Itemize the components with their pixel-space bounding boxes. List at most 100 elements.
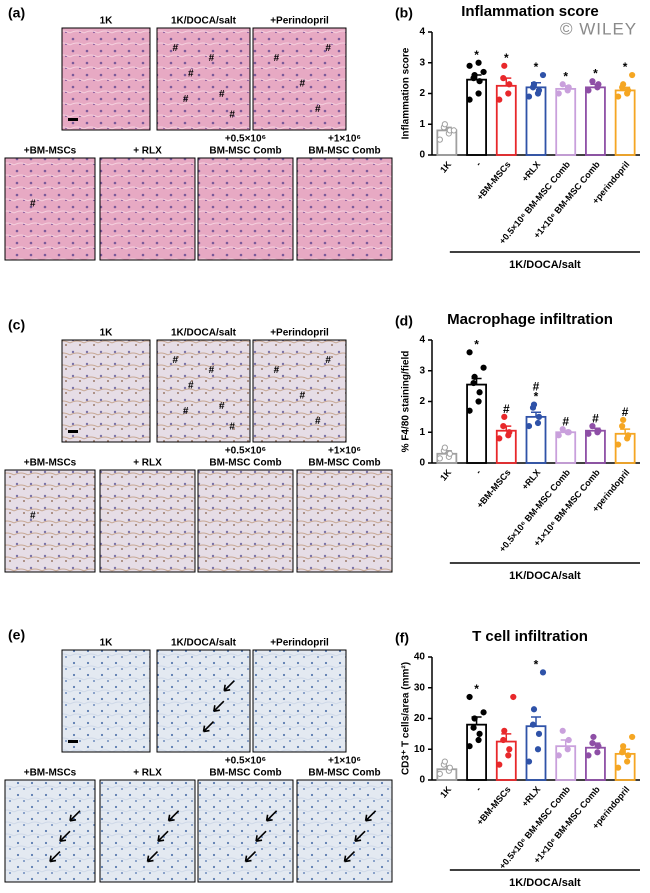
data-point xyxy=(525,423,533,430)
data-point xyxy=(594,749,601,756)
arrow xyxy=(255,830,267,842)
hash-marker: # xyxy=(209,365,215,376)
hash-marker: # xyxy=(229,421,235,432)
data-point xyxy=(496,96,503,103)
significance-marker: # xyxy=(592,411,599,425)
micrograph xyxy=(61,27,151,131)
data-point xyxy=(466,96,473,103)
image-caption: +0.5×10⁶ xyxy=(225,446,266,457)
data-point xyxy=(506,746,513,753)
data-point xyxy=(471,373,478,380)
data-point xyxy=(525,758,533,765)
micrograph xyxy=(252,339,347,443)
image-caption: BM-MSC Comb xyxy=(209,458,281,469)
image-caption: BM-MSC Comb xyxy=(308,146,380,157)
micrograph xyxy=(296,469,393,573)
image-caption: BM-MSC Comb xyxy=(308,768,380,779)
micrograph xyxy=(99,157,196,261)
data-point xyxy=(501,727,508,734)
y-tick-label: 0 xyxy=(419,458,425,469)
data-point xyxy=(441,121,448,128)
data-point xyxy=(619,749,626,756)
hash-marker: # xyxy=(188,381,194,392)
data-point xyxy=(450,127,457,134)
image-caption: 1K xyxy=(100,16,114,27)
data-point xyxy=(466,693,473,701)
data-point xyxy=(530,81,538,88)
image-caption: +Perindopril xyxy=(270,328,329,339)
y-tick-label: 4 xyxy=(419,27,425,38)
y-tick-label: 1 xyxy=(419,427,425,438)
significance-marker: # xyxy=(533,380,540,394)
micrograph xyxy=(61,649,151,753)
hash-marker: # xyxy=(219,89,225,100)
data-point xyxy=(496,761,503,768)
data-point xyxy=(625,432,632,439)
micrograph xyxy=(99,469,196,573)
data-point xyxy=(555,90,562,97)
data-point xyxy=(589,423,596,430)
data-point xyxy=(595,743,602,750)
data-point xyxy=(619,423,626,430)
arrow xyxy=(354,830,366,842)
x-tick-label: - xyxy=(473,784,483,793)
group-label: 1K/DOCA/salt xyxy=(509,570,581,582)
data-point xyxy=(466,743,473,750)
data-point xyxy=(530,401,538,408)
data-point xyxy=(595,81,602,88)
data-point xyxy=(555,432,562,439)
data-point xyxy=(470,724,477,731)
micrograph xyxy=(296,157,393,261)
micrograph xyxy=(99,779,196,883)
data-point xyxy=(470,379,477,387)
y-tick-label: 3 xyxy=(419,365,425,376)
y-tick-label: 1 xyxy=(419,119,425,130)
data-point xyxy=(525,93,533,100)
arrow xyxy=(202,721,215,733)
watermark: © WILEY xyxy=(560,19,637,38)
arrow xyxy=(265,810,278,822)
data-point xyxy=(466,349,473,356)
arrow xyxy=(167,810,180,822)
data-point xyxy=(436,770,443,777)
data-point xyxy=(625,87,632,94)
data-point xyxy=(500,423,507,430)
y-tick-label: 40 xyxy=(414,652,426,663)
hash-marker: # xyxy=(229,109,235,120)
significance-marker: # xyxy=(503,402,510,416)
data-point xyxy=(501,62,508,69)
y-tick-label: 0 xyxy=(419,775,425,786)
image-caption: + RLX xyxy=(133,146,162,157)
data-point xyxy=(496,435,503,442)
data-point xyxy=(534,419,542,427)
group-label: 1K/DOCA/salt xyxy=(509,259,581,271)
hash-marker: # xyxy=(274,365,280,376)
micrograph xyxy=(61,339,151,443)
data-point xyxy=(476,78,483,85)
x-tick-label: 1K xyxy=(438,159,453,175)
data-point xyxy=(565,429,572,436)
micrograph xyxy=(156,27,251,131)
data-point xyxy=(620,81,627,88)
panel-label: (d) xyxy=(395,313,413,329)
data-point xyxy=(585,87,592,94)
data-point xyxy=(615,93,622,100)
hash-marker: # xyxy=(183,406,189,417)
arrow xyxy=(146,851,159,863)
y-tick-label: 10 xyxy=(414,744,426,755)
micrograph xyxy=(156,649,251,753)
arrow xyxy=(49,851,61,863)
image-caption: +0.5×10⁶ xyxy=(225,756,266,767)
image-caption: +BM-MSCs xyxy=(24,146,77,157)
significance-marker: * xyxy=(563,69,568,83)
arrow xyxy=(213,700,225,712)
image-caption: +1×10⁶ xyxy=(328,756,361,767)
y-tick-label: 0 xyxy=(419,150,425,161)
data-point xyxy=(559,426,566,433)
data-point xyxy=(500,75,507,82)
panel-label: (f) xyxy=(395,630,409,646)
data-point xyxy=(471,715,478,722)
micrograph xyxy=(4,469,96,573)
y-tick-label: 2 xyxy=(419,396,425,407)
micrograph xyxy=(296,779,393,883)
